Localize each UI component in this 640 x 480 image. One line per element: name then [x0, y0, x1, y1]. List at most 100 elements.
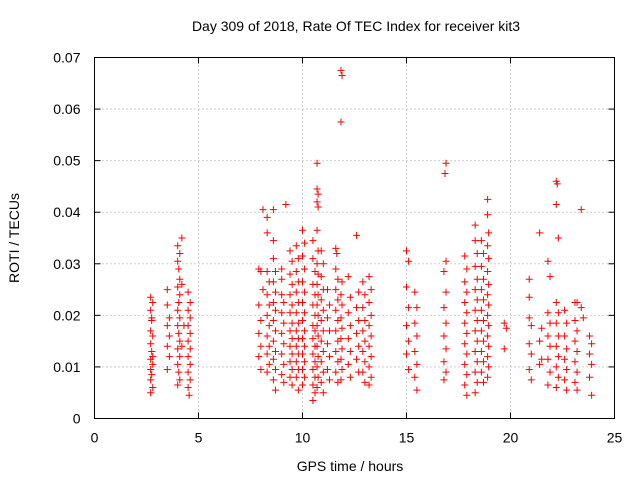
data-point-marker	[257, 366, 265, 374]
data-point-marker	[265, 360, 273, 368]
data-point-marker	[186, 298, 194, 306]
data-point-marker	[552, 200, 560, 208]
data-point-marker	[485, 363, 493, 371]
data-point-marker	[317, 296, 325, 304]
data-point-marker	[286, 342, 294, 350]
data-point-marker	[463, 329, 471, 337]
data-point-marker	[473, 317, 481, 325]
data-point-marker	[271, 386, 279, 394]
data-point-marker	[176, 314, 184, 322]
data-point-marker	[317, 378, 325, 386]
data-point-marker	[485, 229, 493, 237]
data-point-marker	[149, 353, 157, 361]
data-point-marker	[544, 309, 552, 317]
data-point-marker	[184, 337, 192, 345]
data-point-marker	[185, 391, 193, 399]
data-point-marker	[163, 322, 171, 330]
data-point-marker	[147, 389, 155, 397]
data-point-marker	[546, 319, 554, 327]
data-point-marker	[309, 381, 317, 389]
y-tick-label: 0.06	[53, 101, 80, 117]
data-point-marker	[257, 342, 265, 350]
data-point-marker	[147, 327, 155, 335]
data-point-marker	[299, 298, 306, 306]
data-point-marker	[309, 350, 317, 358]
data-point-marker	[186, 329, 194, 337]
data-point-marker	[299, 381, 306, 389]
data-point-marker	[353, 355, 361, 363]
data-point-marker	[413, 386, 421, 394]
data-point-marker	[554, 309, 562, 317]
data-point-marker	[299, 335, 306, 343]
data-point-marker	[332, 286, 340, 294]
data-point-marker	[405, 257, 413, 265]
data-point-marker	[174, 257, 182, 265]
data-point-marker	[544, 381, 552, 389]
data-point-marker	[536, 337, 544, 345]
data-point-marker	[319, 260, 327, 268]
data-point-marker	[337, 118, 345, 126]
data-point-marker	[367, 353, 375, 361]
data-point-marker	[184, 306, 192, 314]
data-point-marker	[479, 296, 487, 304]
data-point-marker	[461, 252, 469, 260]
data-point-marker	[309, 396, 317, 404]
data-point-marker	[552, 342, 560, 350]
data-point-marker	[271, 327, 279, 335]
data-point-marker	[502, 324, 510, 332]
data-point-marker	[552, 319, 560, 327]
x-tick-labels: 0 5 10 15 20 25	[91, 430, 623, 446]
data-point-marker	[317, 317, 325, 325]
data-point-marker	[269, 278, 277, 286]
data-point-marker	[174, 322, 182, 330]
data-point-marker	[355, 288, 363, 296]
data-point-marker	[546, 342, 554, 350]
data-point-marker	[344, 273, 352, 281]
data-point-marker	[265, 301, 273, 309]
data-point-marker	[186, 360, 194, 368]
data-point-marker	[255, 301, 263, 309]
data-point-marker	[269, 255, 277, 263]
data-point-marker	[294, 386, 302, 394]
data-point-marker	[367, 286, 375, 294]
data-point-marker	[148, 371, 156, 379]
data-point-marker	[309, 237, 317, 245]
data-point-marker	[479, 275, 487, 283]
data-point-marker	[471, 389, 479, 397]
data-point-marker	[309, 335, 317, 343]
data-point-marker	[280, 298, 288, 306]
data-point-marker	[346, 322, 354, 330]
data-point-marker	[359, 347, 367, 355]
data-point-marker	[255, 353, 263, 361]
y-tick-label: 0	[73, 411, 81, 427]
data-point-marker	[365, 363, 373, 371]
data-point-marker	[405, 304, 413, 312]
data-point-marker	[313, 198, 321, 206]
data-point-marker	[333, 249, 341, 257]
data-point-marker	[317, 273, 325, 281]
data-point-marker	[525, 340, 533, 348]
data-point-marker	[367, 311, 375, 319]
data-point-marker	[184, 353, 192, 361]
data-point-marker	[288, 257, 296, 265]
data-point-marker	[554, 234, 562, 242]
data-point-marker	[479, 378, 487, 386]
data-point-marker	[561, 306, 569, 314]
data-point-marker	[461, 278, 469, 286]
data-point-marker	[573, 368, 581, 376]
data-point-marker	[184, 368, 192, 376]
data-point-marker	[271, 268, 279, 276]
data-point-marker	[174, 345, 182, 353]
data-point-marker	[292, 268, 300, 276]
data-point-marker	[525, 275, 533, 283]
data-point-marker	[471, 221, 479, 229]
data-point-marker	[263, 350, 271, 358]
data-point-marker	[313, 185, 321, 193]
data-point-marker	[338, 301, 346, 309]
data-point-marker	[485, 322, 493, 330]
data-point-marker	[554, 373, 562, 381]
data-point-marker	[442, 368, 450, 376]
data-point-marker	[288, 280, 296, 288]
data-point-marker	[149, 332, 157, 340]
data-point-marker	[346, 373, 354, 381]
